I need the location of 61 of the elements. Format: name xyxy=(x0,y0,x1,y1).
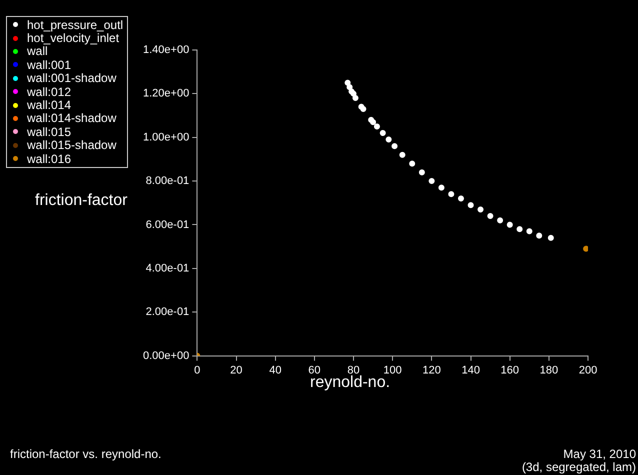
legend-label: wall:015 xyxy=(27,124,72,139)
y-tick-label: 1.40e+00 xyxy=(143,44,190,56)
point xyxy=(526,228,532,234)
x-tick-label: 40 xyxy=(269,364,282,376)
point xyxy=(583,246,588,252)
y-tick-label: 1.00e+00 xyxy=(143,131,190,144)
x-tick-label: 200 xyxy=(578,364,598,376)
point xyxy=(448,191,454,198)
point xyxy=(506,222,513,228)
point xyxy=(346,84,353,90)
legend-label: wall:014-shadow xyxy=(27,111,116,126)
x-tick-label: 100 xyxy=(383,364,402,376)
point xyxy=(418,169,425,176)
y-tick-label: 1.20e+00 xyxy=(143,88,190,100)
point xyxy=(350,90,357,97)
point xyxy=(386,136,392,143)
point xyxy=(399,152,406,158)
y-tick-label: 0.00e+00 xyxy=(143,350,190,362)
x-tick-label: 180 xyxy=(540,364,558,376)
x-tick-label: 120 xyxy=(422,364,441,376)
legend-label: wall:014 xyxy=(27,98,72,112)
point xyxy=(548,234,554,241)
point xyxy=(428,178,435,184)
y-tick-label: 8.00e-01 xyxy=(146,175,190,188)
point xyxy=(468,202,474,208)
legend-label: wall xyxy=(27,44,48,58)
x-tick-label: 140 xyxy=(462,364,480,376)
legend-label: wall:001 xyxy=(27,58,72,72)
x-tick-label: 20 xyxy=(230,364,242,376)
point xyxy=(497,217,504,224)
x-tick-label: 60 xyxy=(308,364,321,376)
text: friction-factor vs. reynold-no. xyxy=(10,447,162,461)
point xyxy=(536,232,542,239)
x-tick-label: 0 xyxy=(194,364,200,376)
legend-label: wall:016 xyxy=(27,152,72,166)
point xyxy=(380,130,386,136)
legend-label: hot_velocity_inlet xyxy=(27,31,120,46)
x-tick-label: 160 xyxy=(500,364,520,376)
point xyxy=(392,143,398,150)
point xyxy=(516,226,523,232)
point xyxy=(374,123,380,130)
text: (3d, segregated, lam) xyxy=(522,460,636,474)
point xyxy=(344,80,351,86)
x-tick-label: 80 xyxy=(347,364,360,376)
point xyxy=(478,206,484,212)
point xyxy=(409,160,416,167)
legend-label: wall:012 xyxy=(27,84,72,99)
y-tick-label: 4.00e-01 xyxy=(146,262,190,274)
point xyxy=(438,184,444,191)
text: May 31, 2010 xyxy=(563,447,636,461)
point xyxy=(487,213,494,220)
legend-label: wall:001-shadow xyxy=(27,71,116,86)
legend-label: hot_pressure_outl xyxy=(27,18,124,32)
point xyxy=(458,196,464,202)
y-tick-label: 2.00e-01 xyxy=(146,306,190,318)
point xyxy=(352,95,358,102)
legend-label: wall:015-shadow xyxy=(27,138,116,152)
x-axis-title: reynold-no. xyxy=(310,374,390,392)
point xyxy=(370,119,376,126)
y-axis-title: friction-factor xyxy=(35,192,128,210)
y-tick-label: 6.00e-01 xyxy=(146,218,190,231)
